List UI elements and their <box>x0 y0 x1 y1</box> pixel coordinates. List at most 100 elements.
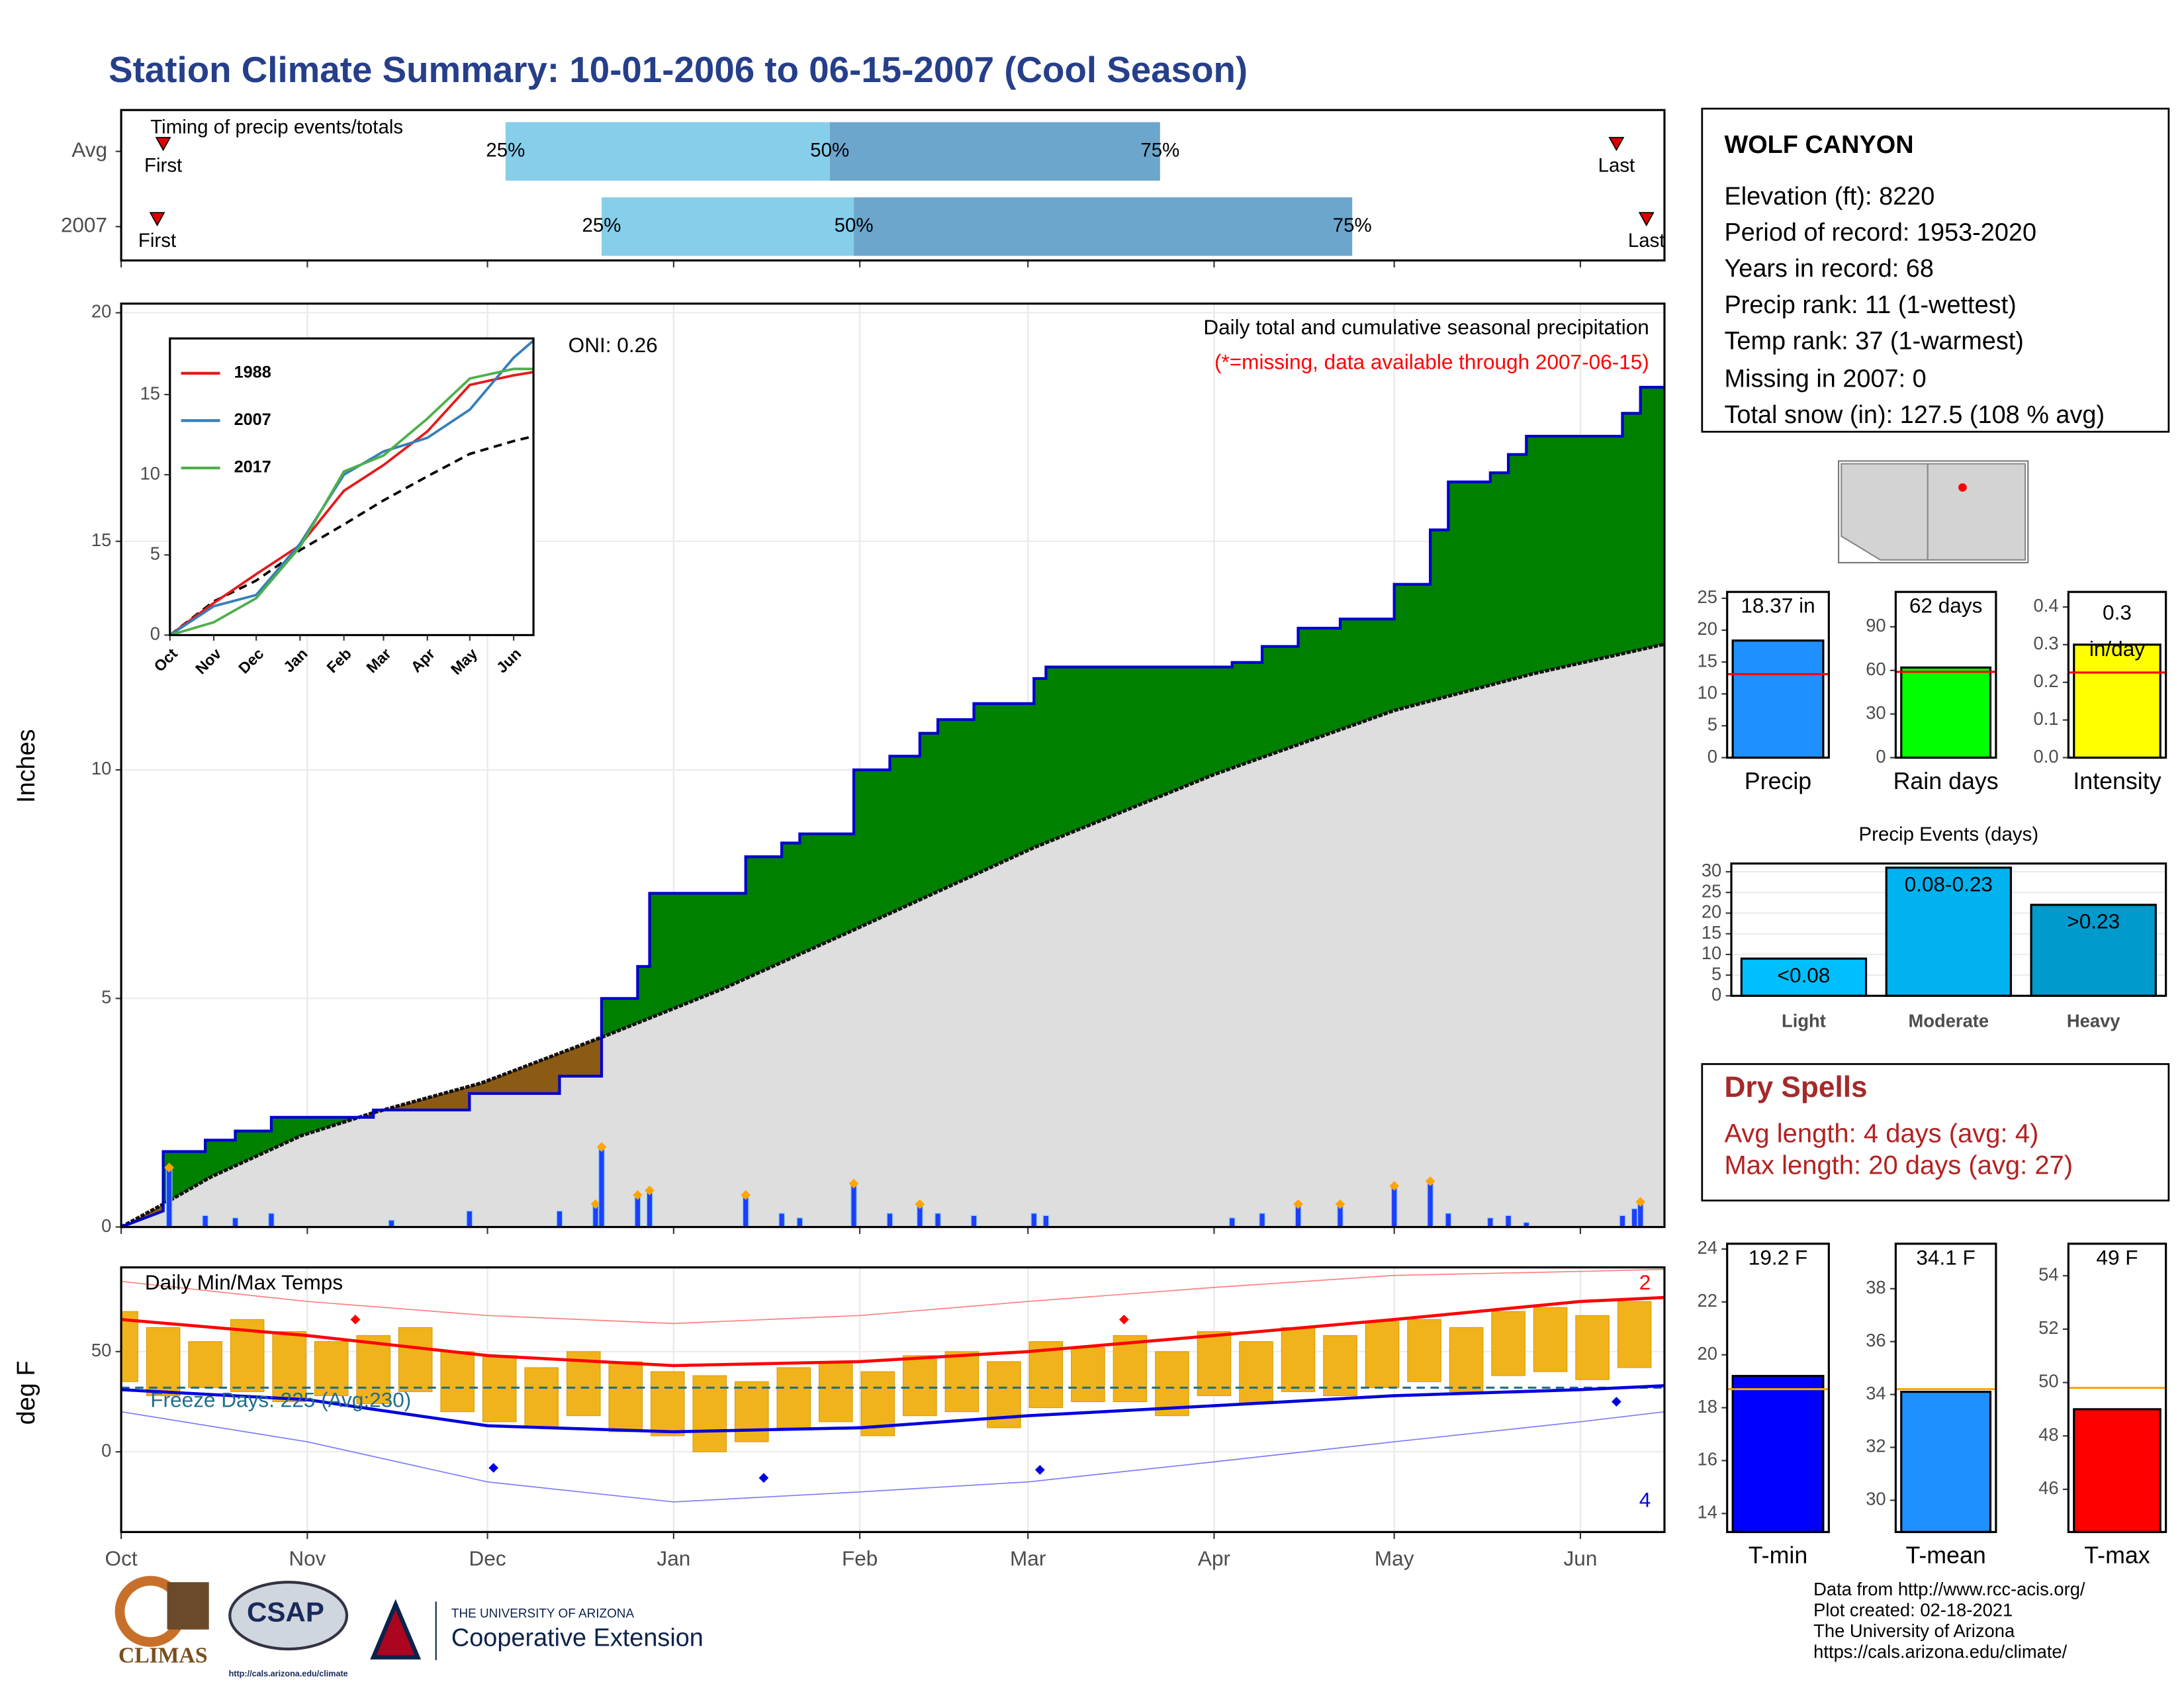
daily-temp-bar <box>944 1351 979 1413</box>
daily-precip-bar <box>268 1213 275 1228</box>
series-line <box>169 367 534 637</box>
category-label: Precip <box>1745 768 1811 794</box>
map-state <box>1927 463 2026 561</box>
event-marker <box>155 136 171 152</box>
event-marker <box>1638 212 1655 226</box>
event-marker <box>1608 136 1625 152</box>
event-label: First <box>144 155 182 177</box>
chart-title: Precip Events (days) <box>1859 823 2039 845</box>
chart-title: Daily Min/Max Temps <box>145 1270 343 1294</box>
station-name: WOLF CANYON <box>1724 131 1913 159</box>
plot-frame <box>120 109 1666 262</box>
daily-temp-bar <box>1197 1331 1232 1396</box>
bin-label: 0.08-0.23 <box>1905 872 1993 896</box>
x-tick-label: Jan <box>657 1546 690 1570</box>
y-tick-label: 36 <box>1866 1330 1886 1350</box>
y-tick-label: 20 <box>91 301 111 322</box>
daily-precip-marker <box>633 1190 643 1200</box>
record-high-count: 2 <box>1639 1270 1651 1294</box>
y-tick-label: 60 <box>1866 659 1886 679</box>
daily-temp-bar <box>1113 1335 1148 1403</box>
category-label: T-max <box>2084 1542 2150 1569</box>
plot-frame <box>2067 1243 2167 1533</box>
y-axis-label: Inches <box>13 729 40 803</box>
quartile-label: 50% <box>810 139 849 161</box>
y-tick-label: 15 <box>1702 922 1721 943</box>
ua-top-text: THE UNIVERSITY OF ARIZONA <box>451 1607 635 1620</box>
ua-name-text: Cooperative Extension <box>451 1624 704 1652</box>
y-tick-label: 38 <box>1866 1277 1886 1297</box>
plot-frame <box>1894 1243 1997 1533</box>
daily-precip-bar <box>556 1210 563 1228</box>
y-tick-label: 15 <box>91 530 111 550</box>
chart-title: Daily total and cumulative seasonal prec… <box>1203 315 1649 339</box>
daily-precip-bar <box>850 1183 857 1228</box>
y-tick-label: 20 <box>1698 618 1717 639</box>
bar <box>2030 904 2157 997</box>
quartile-bar <box>505 122 830 181</box>
freeze-label: Freeze Days: 225 (Avg:230) <box>150 1388 411 1412</box>
daily-precip-bar <box>1631 1208 1638 1228</box>
y-tick-label: 5 <box>101 987 111 1008</box>
daily-temp-bar <box>1155 1351 1189 1417</box>
x-tick-label: May <box>1375 1546 1414 1570</box>
daily-precip-bar <box>934 1213 941 1228</box>
row-label: Avg <box>71 138 107 162</box>
daily-precip-bar <box>1427 1180 1433 1228</box>
daily-temp-bar <box>735 1381 769 1442</box>
y-tick-label: 34 <box>1866 1383 1886 1403</box>
average-line <box>169 435 534 636</box>
dry-spells-box: Dry Spells Avg length: 4 days (avg: 4) M… <box>1701 1063 2170 1201</box>
daily-precip-bar <box>1505 1215 1512 1228</box>
climas-emblem <box>167 1582 209 1630</box>
y-tick-label: 20 <box>1702 902 1721 922</box>
station-line: Missing in 2007: 0 <box>1724 365 1926 393</box>
station-line: Total snow (in): 127.5 (108 % avg) <box>1724 401 2105 429</box>
record-min-line <box>121 1411 1664 1503</box>
page-title: Station Climate Summary: 10-01-2006 to 0… <box>109 49 1248 90</box>
y-tick-label: 0.1 <box>2034 708 2059 729</box>
event-label: Last <box>1598 155 1635 177</box>
legend-label: 2017 <box>234 458 271 477</box>
event-label: First <box>138 230 176 252</box>
credit-line: Data from http://www.rcc-acis.org/ <box>1813 1579 2085 1599</box>
daily-temp-bar <box>121 1311 138 1382</box>
cumulative-line <box>120 385 1664 1229</box>
y-tick-label: 0.3 <box>2034 633 2059 653</box>
y-tick-label: 25 <box>1702 880 1721 901</box>
y-tick-label: 90 <box>1866 615 1886 635</box>
dry-spells-line: Avg length: 4 days (avg: 4) <box>1724 1119 2038 1148</box>
y-tick-label: 5 <box>150 543 160 564</box>
y-tick-label: 22 <box>1698 1290 1717 1311</box>
daily-temp-bar <box>1407 1319 1441 1382</box>
record-low-count: 4 <box>1639 1487 1651 1511</box>
chart-subtitle: (*=missing, data available through 2007-… <box>1214 350 1649 373</box>
quartile-label: 75% <box>1333 214 1372 236</box>
timing-rows: 25% 50% 75% First Last 25% 50% 75% First Last <box>138 122 1664 256</box>
y-tick-label: 46 <box>2038 1477 2058 1498</box>
temps-plot <box>121 1268 1664 1503</box>
daily-precip-bar <box>1445 1213 1452 1228</box>
plot-frame <box>1726 1243 1830 1533</box>
event-marker <box>149 212 165 226</box>
value-label: 62 days <box>1909 594 1983 618</box>
bin-label: <0.08 <box>1778 963 1831 987</box>
daily-precip-bar <box>1487 1217 1494 1228</box>
daily-precip-bar <box>202 1215 208 1228</box>
daily-precip-bar <box>1042 1215 1050 1228</box>
daily-temp-bar <box>524 1367 559 1429</box>
x-tick-label: Jun <box>1564 1546 1598 1570</box>
y-tick-label: 0 <box>1707 746 1717 767</box>
credit-line: https://cals.arizona.edu/climate/ <box>1813 1642 2067 1662</box>
summary-bar <box>2073 643 2161 759</box>
y-tick-label: 10 <box>1698 682 1717 702</box>
daily-temp-bar <box>356 1335 390 1405</box>
climas-logo-text: CLIMAS <box>118 1643 208 1667</box>
plot-frame <box>1894 590 1997 759</box>
daily-precip-marker <box>590 1199 601 1209</box>
bin-label: >0.23 <box>2067 910 2120 933</box>
y-tick-label: 52 <box>2038 1317 2058 1338</box>
summary-bar <box>1900 1391 1992 1533</box>
